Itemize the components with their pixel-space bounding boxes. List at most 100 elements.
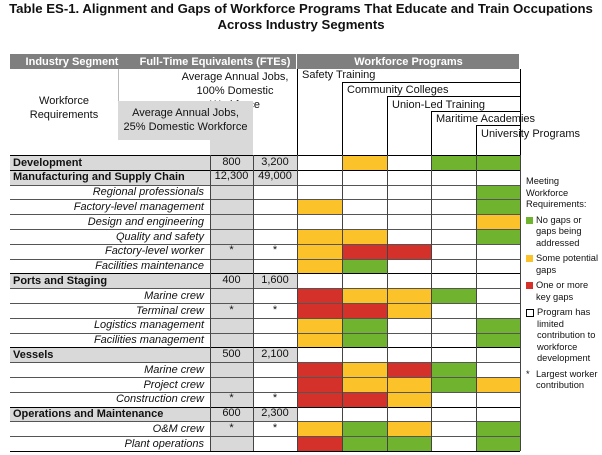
- program-cell-union-led-training: [387, 169, 431, 185]
- workforce-requirements-label: Workforce Requirements: [10, 94, 118, 122]
- legend-heading-2: Workforce: [526, 187, 569, 198]
- avg-25-column-fill: [210, 288, 253, 303]
- occupation-label: Logistics management: [93, 319, 204, 332]
- program-cell-community-colleges: [342, 303, 387, 318]
- avg-25-line-1: Average Annual Jobs,: [132, 107, 239, 119]
- stair-vline-6: [520, 69, 521, 155]
- program-cell-community-colleges: [342, 258, 387, 274]
- program-cell-maritime-academies: [431, 155, 476, 170]
- fte-25-value: 12,300: [214, 170, 249, 183]
- segment-label: Vessels: [13, 348, 54, 361]
- program-cell-community-colleges: [342, 288, 387, 303]
- row-divider: [10, 229, 520, 230]
- fte-25-value: 400: [222, 273, 241, 286]
- stair-hline-2: [387, 96, 520, 97]
- program-cell-university-programs: [476, 184, 520, 200]
- stair-vline-4: [431, 111, 432, 155]
- program-cell-maritime-academies: [431, 273, 476, 289]
- program-label-safety-training: Safety Training: [302, 69, 376, 81]
- fte-100-value: 2,100: [261, 347, 289, 360]
- program-cell-community-colleges: [342, 436, 387, 451]
- program-cell-union-led-training: [387, 229, 431, 244]
- program-cell-maritime-academies: [431, 436, 476, 451]
- fte-25-value: *: [229, 303, 234, 316]
- program-cell-safety-training: [297, 199, 342, 215]
- segment-row-background: [10, 406, 297, 422]
- row-divider: [10, 332, 520, 334]
- fte-100-value: *: [272, 303, 278, 316]
- program-cell-safety-training: [297, 214, 342, 229]
- program-cell-community-colleges: [342, 421, 387, 437]
- program-cell-maritime-academies: [431, 406, 476, 422]
- program-cell-maritime-academies: [431, 214, 476, 229]
- row-divider: [10, 347, 520, 349]
- occupation-label: Factory-level management: [73, 200, 204, 213]
- stair-vline-3: [387, 96, 388, 155]
- program-cell-university-programs: [476, 332, 520, 348]
- program-cell-community-colleges: [342, 229, 387, 244]
- program-cell-union-led-training: [387, 362, 431, 377]
- program-cell-safety-training: [297, 229, 342, 244]
- program-cell-community-colleges: [342, 169, 387, 185]
- fte-25-value: *: [229, 392, 234, 405]
- program-cell-safety-training: [297, 362, 342, 377]
- program-cell-community-colleges: [342, 273, 387, 289]
- segment-row-background: [10, 347, 297, 363]
- occupation-label: O&M crew: [152, 422, 204, 435]
- row-divider: [10, 169, 520, 171]
- legend-item-green: No gaps or gaps being addressed: [526, 215, 602, 250]
- program-cell-community-colleges: [342, 391, 387, 407]
- segment-label: Development: [13, 156, 83, 169]
- program-cell-safety-training: [297, 436, 342, 451]
- program-label-university-programs: University Programs: [481, 128, 581, 140]
- program-cell-maritime-academies: [431, 391, 476, 407]
- fte-25-value: 800: [222, 155, 241, 168]
- program-cell-safety-training: [297, 303, 342, 318]
- column-divider: [476, 155, 477, 451]
- fte-100-value: *: [272, 244, 278, 257]
- program-cell-safety-training: [297, 332, 342, 348]
- avg-25-column-fill: [210, 258, 253, 274]
- program-cell-union-led-training: [387, 273, 431, 289]
- row-divider: [10, 155, 520, 156]
- occupation-label: Plant operations: [124, 437, 205, 450]
- row-divider: [10, 303, 520, 304]
- occupation-label: Construction crew: [115, 393, 204, 406]
- program-cell-safety-training: [297, 169, 342, 185]
- stair-hline-3: [431, 111, 520, 112]
- legend-heading: Meeting Workforce Requirements:: [526, 176, 602, 211]
- program-cell-union-led-training: [387, 391, 431, 407]
- segment-row-background: [10, 169, 297, 185]
- workforce-requirements-line-2: Requirements: [29, 109, 99, 121]
- program-cell-university-programs: [476, 258, 520, 274]
- column-divider: [297, 155, 298, 451]
- program-cell-community-colleges: [342, 155, 387, 170]
- program-cell-university-programs: [476, 199, 520, 215]
- occupation-label: Regional professionals: [92, 186, 204, 199]
- occupation-label: Design and engineering: [87, 215, 204, 228]
- program-cell-community-colleges: [342, 214, 387, 229]
- column-divider: [520, 155, 521, 451]
- program-cell-union-led-training: [387, 243, 431, 259]
- program-cell-union-led-training: [387, 258, 431, 274]
- header-workforce-programs: Workforce Programs: [297, 54, 520, 69]
- segment-row-background: [10, 155, 297, 170]
- program-cell-university-programs: [476, 317, 520, 333]
- legend-text-star: Largest worker contribution: [536, 368, 598, 391]
- program-cell-university-programs: [476, 303, 520, 318]
- program-cell-safety-training: [297, 347, 342, 363]
- occupation-label: Facilities maintenance: [95, 260, 204, 273]
- program-cell-safety-training: [297, 421, 342, 437]
- legend-item-white: Program has limited contribution to work…: [526, 307, 602, 365]
- row-divider: [10, 199, 520, 201]
- program-cell-community-colleges: [342, 184, 387, 200]
- occupation-label: Facilities management: [93, 334, 204, 347]
- program-cell-maritime-academies: [431, 288, 476, 303]
- avg-25-line-2: 25% Domestic Workforce: [123, 121, 248, 133]
- program-cell-maritime-academies: [431, 303, 476, 318]
- program-cell-safety-training: [297, 391, 342, 407]
- program-cell-union-led-training: [387, 199, 431, 215]
- segment-row-background: [10, 273, 297, 289]
- row-divider: [10, 421, 520, 423]
- fte-100-value: *: [272, 392, 278, 405]
